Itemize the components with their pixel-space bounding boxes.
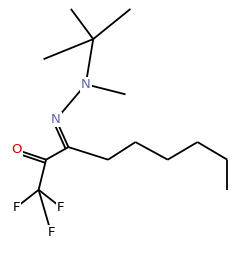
Text: N: N	[80, 78, 90, 91]
Text: N: N	[51, 113, 61, 126]
Text: F: F	[57, 201, 64, 214]
Text: F: F	[12, 201, 20, 214]
Text: F: F	[47, 226, 54, 239]
Text: O: O	[11, 143, 22, 156]
